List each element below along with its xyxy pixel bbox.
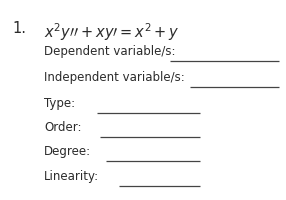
Text: Type:: Type:	[44, 97, 76, 110]
Text: Dependent variable/s:: Dependent variable/s:	[44, 45, 176, 58]
Text: $x^2y\prime\prime + xy\prime = x^2 + y$: $x^2y\prime\prime + xy\prime = x^2 + y$	[44, 21, 180, 43]
Text: Degree:: Degree:	[44, 145, 92, 158]
Text: Order:: Order:	[44, 121, 82, 134]
Text: 1.: 1.	[13, 21, 27, 36]
Text: Independent variable/s:: Independent variable/s:	[44, 71, 185, 84]
Text: Linearity:: Linearity:	[44, 170, 100, 183]
